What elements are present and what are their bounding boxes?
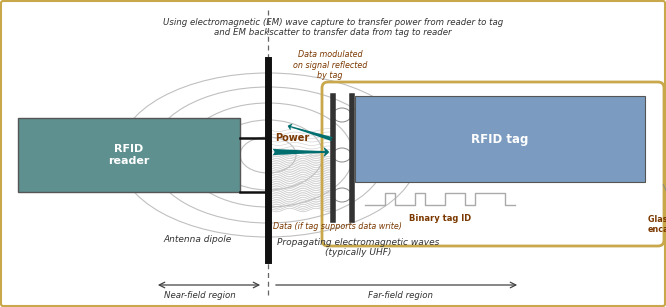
FancyBboxPatch shape [355, 96, 645, 182]
Text: Binary tag ID: Binary tag ID [409, 214, 471, 223]
Text: Power: Power [275, 133, 309, 143]
Text: Near-field region: Near-field region [164, 291, 236, 300]
Text: Data (if tag supports data write): Data (if tag supports data write) [273, 222, 402, 231]
Text: Antenna dipole: Antenna dipole [164, 235, 232, 244]
Text: RFID
reader: RFID reader [109, 144, 150, 166]
Text: Propagating electromagnetic waves
(typically UHF): Propagating electromagnetic waves (typic… [277, 238, 439, 257]
Text: RFID tag: RFID tag [472, 133, 529, 146]
Text: Far-field region: Far-field region [368, 291, 432, 300]
Text: Glass or plastic
encapsulation: Glass or plastic encapsulation [648, 185, 666, 235]
Text: Using electromagnetic (EM) wave capture to transfer power from reader to tag
and: Using electromagnetic (EM) wave capture … [163, 18, 503, 37]
Text: Data modulated
on signal reflected
by tag: Data modulated on signal reflected by ta… [293, 50, 367, 80]
FancyBboxPatch shape [18, 118, 240, 192]
